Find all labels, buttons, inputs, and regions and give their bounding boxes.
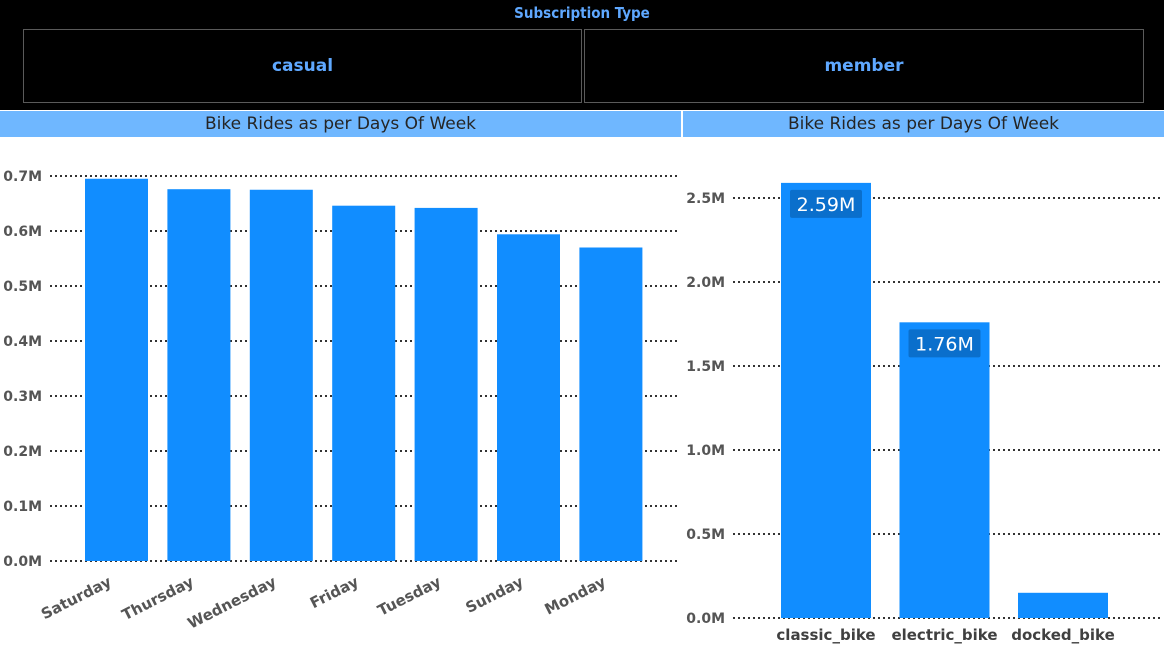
y-tick-label: 2.5M — [686, 191, 725, 207]
data-label-background — [908, 329, 981, 358]
y-tick-label: 0.7M — [3, 169, 42, 185]
bar-wednesday — [249, 189, 313, 561]
data-label: 2.59M — [797, 194, 856, 216]
x-tick-label: Wednesday — [185, 572, 280, 632]
y-tick-label: 0.6M — [3, 224, 42, 240]
x-tick-label: classic_bike — [776, 626, 875, 644]
y-tick-label: 0.4M — [3, 334, 42, 350]
slicer-option-member[interactable]: member — [584, 29, 1144, 103]
y-tick-label: 1.5M — [686, 359, 725, 375]
y-tick-label: 0.5M — [3, 279, 42, 295]
x-tick-label: Saturday — [38, 572, 114, 623]
bar-saturday — [85, 178, 148, 561]
x-tick-label: Tuesday — [375, 572, 444, 619]
x-tick-label: Sunday — [463, 572, 527, 616]
bar-tuesday — [414, 207, 478, 561]
data-label-background — [790, 189, 862, 218]
bar-thursday — [167, 189, 231, 561]
slicer-title: Subscription Type — [514, 4, 650, 22]
y-tick-label: 0.5M — [686, 527, 725, 543]
data-label: 1.76M — [915, 333, 974, 355]
y-tick-label: 0.1M — [3, 499, 42, 515]
y-tick-label: 0.0M — [686, 611, 725, 627]
y-tick-label: 0.0M — [3, 554, 42, 570]
x-tick-label: electric_bike — [891, 626, 997, 644]
bar-sunday — [497, 234, 560, 562]
chart-title-bike-type: Bike Rides as per Days Of Week — [683, 111, 1164, 137]
bar-monday — [579, 247, 643, 561]
subscription-type-slicer: Subscription Type casual member — [0, 0, 1164, 110]
x-tick-label: Friday — [307, 572, 362, 612]
chart-title-days-of-week: Bike Rides as per Days Of Week — [0, 111, 681, 137]
y-tick-label: 0.3M — [3, 389, 42, 405]
x-tick-label: Monday — [542, 572, 609, 618]
bar-classic-bike — [781, 182, 871, 618]
y-tick-label: 2.0M — [686, 275, 725, 291]
bar-docked-bike — [1018, 592, 1108, 618]
y-tick-label: 0.2M — [3, 444, 42, 460]
y-tick-label: 1.0M — [686, 443, 725, 459]
bar-friday — [332, 205, 396, 561]
bar-electric-bike — [899, 322, 990, 618]
slicer-option-casual[interactable]: casual — [23, 29, 582, 103]
x-tick-label: docked_bike — [1011, 626, 1115, 644]
